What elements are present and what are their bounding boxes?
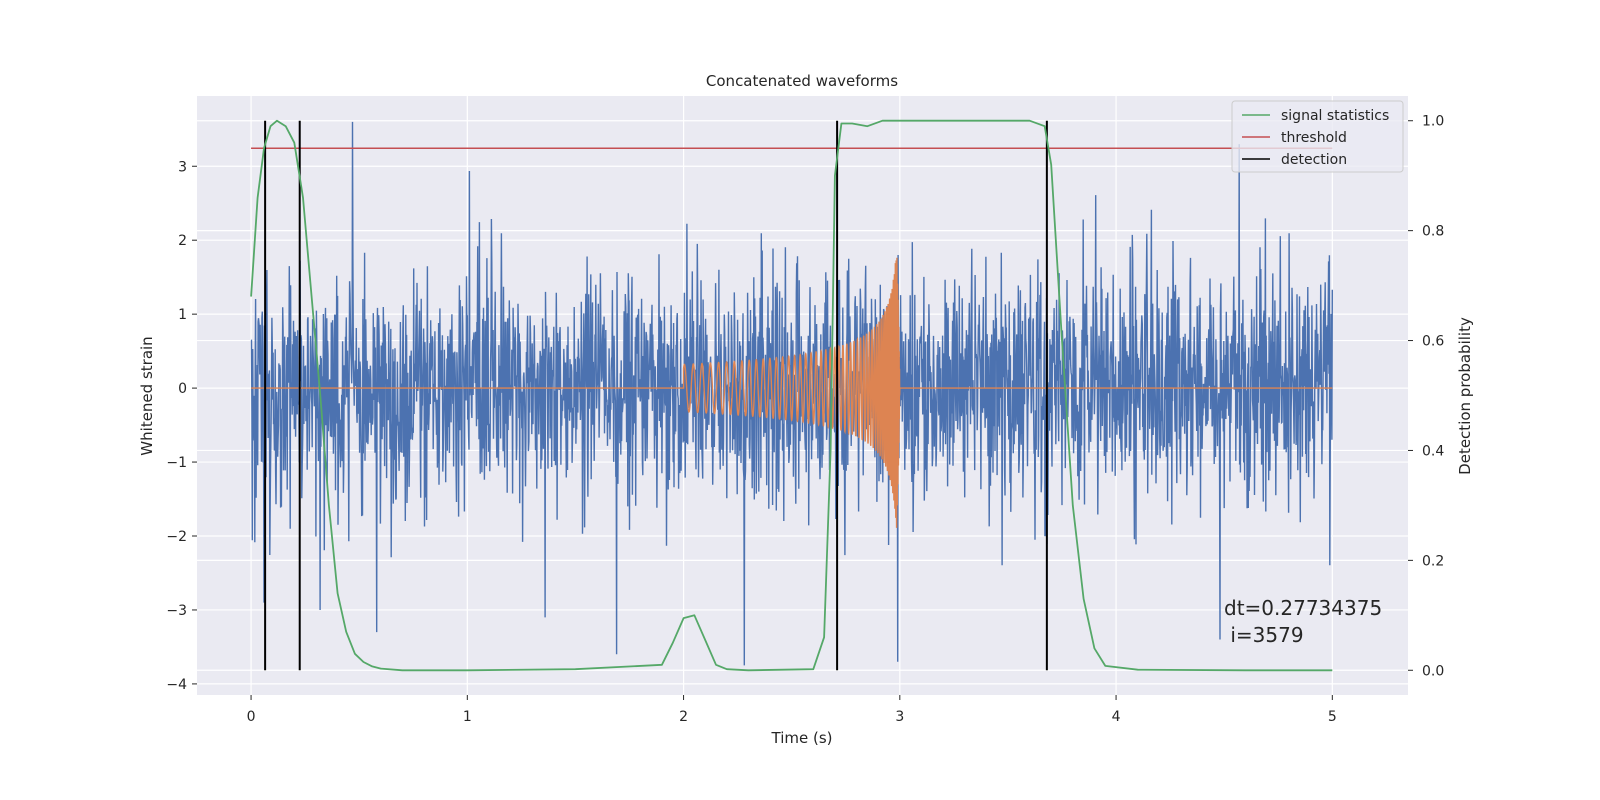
y-tick-labels: −4 −3 −2 −1 0 1 2 3	[166, 159, 197, 693]
y2-tick-labels: 0.0 0.2 0.4 0.6 0.8 1.0	[1408, 114, 1444, 679]
series-layer	[250, 119, 1333, 672]
chart-title: Concatenated waveforms	[706, 72, 898, 90]
x-tick-label-1: 1	[463, 709, 472, 725]
x-tick-label-2: 2	[679, 709, 688, 725]
legend: signal statistics threshold detection	[1231, 100, 1404, 173]
x-tick-label-3: 3	[895, 709, 904, 725]
whitened-strain-line	[250, 121, 1333, 666]
y2-tick-label-5: 1.0	[1422, 114, 1444, 130]
annotation-line-2: i=3579	[1224, 623, 1304, 647]
y-tick-label-2: −2	[166, 529, 187, 545]
y2-tick-label-0: 0.0	[1422, 663, 1444, 679]
y-axis-label: Whitened strain	[138, 336, 156, 455]
x-tick-label-5: 5	[1328, 709, 1337, 725]
y-tick-label-1: −3	[166, 603, 187, 619]
y2-tick-label-4: 0.8	[1422, 224, 1444, 240]
legend-label-detection: detection	[1281, 152, 1347, 168]
annotation-line-1: dt=0.27734375	[1224, 596, 1382, 620]
legend-label-signal-statistics: signal statistics	[1281, 108, 1389, 124]
y-tick-label-0: −4	[166, 677, 187, 693]
x-axis-label: Time (s)	[771, 729, 833, 747]
x-tick-labels: 0 1 2 3 4 5	[247, 695, 1337, 725]
x-tick-label-4: 4	[1112, 709, 1121, 725]
signal-statistics-line	[250, 119, 1333, 672]
x-tick-label-0: 0	[247, 709, 256, 725]
y2-tick-label-1: 0.2	[1422, 553, 1444, 569]
y-tick-label-3: −1	[166, 455, 187, 471]
y2-tick-label-3: 0.6	[1422, 334, 1444, 350]
y2-axis-label: Detection probability	[1456, 317, 1474, 475]
injected-waveform-line	[251, 257, 1333, 528]
legend-box	[1231, 100, 1404, 173]
legend-label-threshold: threshold	[1281, 130, 1347, 146]
y-tick-label-5: 1	[178, 307, 187, 323]
y-tick-label-6: 2	[178, 233, 187, 249]
y-tick-label-7: 3	[178, 159, 187, 175]
y2-tick-label-2: 0.4	[1422, 443, 1444, 459]
y-tick-label-4: 0	[178, 381, 187, 397]
